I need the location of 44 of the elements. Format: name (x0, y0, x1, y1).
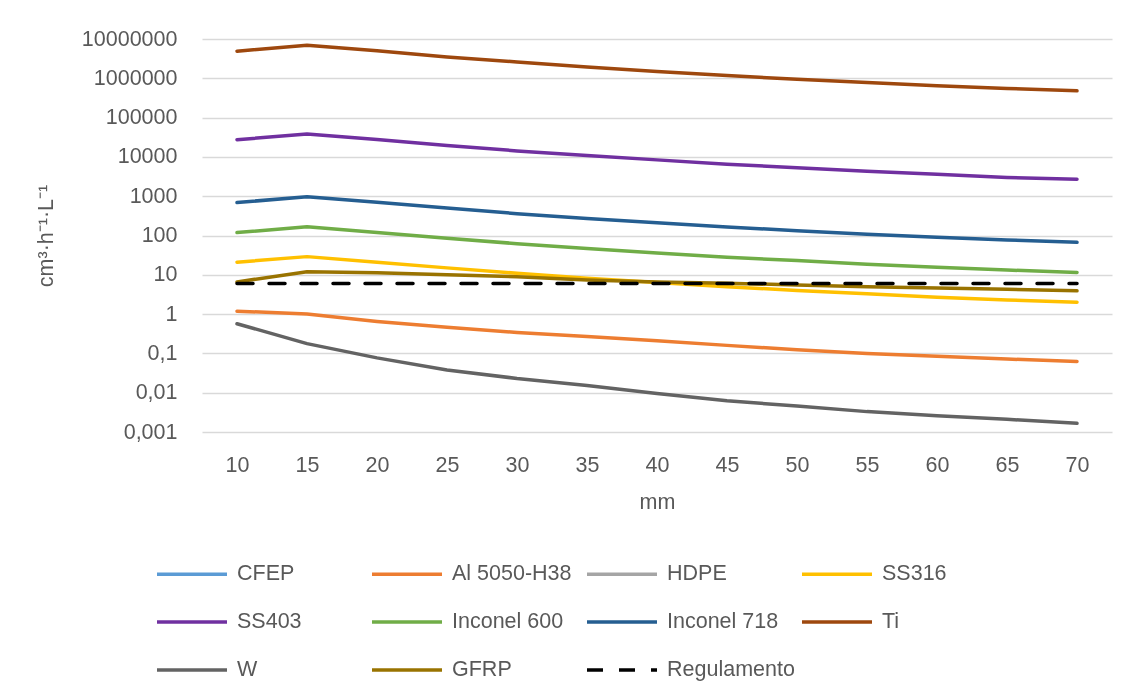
y-tick-label: 10 (153, 262, 178, 287)
line-series (235, 225, 1079, 275)
line-series (235, 309, 1079, 364)
line-series (235, 132, 1079, 181)
legend-label: Ti (882, 609, 900, 633)
legend-label: SS403 (237, 609, 302, 633)
x-tick-label: 65 (995, 452, 1020, 477)
line-series (235, 194, 1079, 245)
legend-label: Inconel 600 (452, 609, 564, 633)
x-tick-label: 50 (785, 452, 810, 477)
y-tick-label: 0,01 (135, 380, 178, 405)
y-tick-label: 1000000 (93, 65, 178, 90)
legend-label: Al 5050-H38 (452, 561, 572, 586)
legend-label: CFEP (237, 561, 295, 586)
x-axis-title: mm (639, 490, 676, 514)
y-tick-label: 0,001 (123, 419, 178, 444)
x-tick-label: 25 (435, 452, 460, 477)
legend-label: GFRP (452, 657, 512, 681)
legend-label: SS316 (882, 561, 947, 586)
line-series (235, 43, 1079, 93)
x-tick-label: 70 (1065, 452, 1090, 477)
y-tick-label: 1 (165, 301, 178, 326)
y-tick-label: 10000 (117, 144, 178, 169)
legend-label: Inconel 718 (667, 609, 779, 633)
x-tick-label: 45 (715, 452, 740, 477)
y-tick-label: 10000000 (81, 26, 178, 51)
line-series (235, 321, 1079, 426)
x-tick-label: 20 (365, 452, 390, 477)
y-tick-label: 100000 (105, 105, 178, 130)
y-tick-label: 100 (141, 223, 178, 247)
x-tick-label: 30 (505, 452, 530, 477)
y-axis-title: cm³·h⁻¹·L⁻¹ (33, 184, 58, 288)
legend-label: HDPE (667, 561, 727, 586)
y-tick-label: 1000 (129, 183, 178, 208)
x-tick-label: 35 (575, 452, 600, 477)
legend-label: Regulamento (667, 657, 795, 681)
x-tick-label: 55 (855, 452, 880, 477)
x-tick-label: 10 (225, 452, 250, 477)
legend-label: W (237, 657, 258, 681)
x-tick-label: 15 (295, 452, 320, 477)
y-tick-label: 0,1 (147, 340, 178, 365)
x-tick-label: 60 (925, 452, 950, 477)
line-series (235, 269, 1079, 293)
x-tick-label: 40 (645, 452, 670, 477)
